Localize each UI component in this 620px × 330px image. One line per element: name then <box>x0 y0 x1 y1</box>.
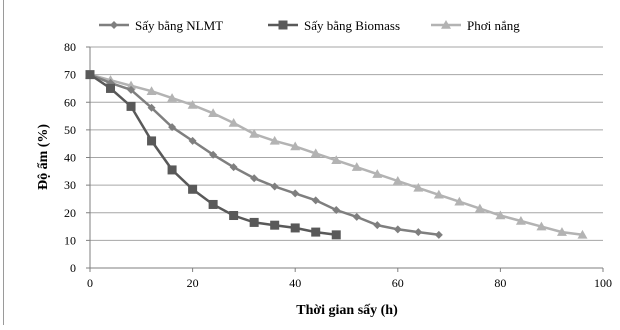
data-point <box>147 103 156 112</box>
legend-label: Sấy bằng Biomass <box>304 18 400 33</box>
legend-swatch-marker <box>441 20 451 29</box>
x-tick-label: 20 <box>187 276 199 290</box>
data-point <box>331 155 342 165</box>
data-point <box>413 182 424 192</box>
data-point <box>249 217 259 227</box>
data-point <box>577 229 588 239</box>
data-point <box>208 199 218 209</box>
data-point <box>228 117 239 127</box>
y-tick-label: 40 <box>64 151 76 165</box>
x-tick-label: 0 <box>87 276 93 290</box>
data-point <box>414 228 423 237</box>
data-point <box>106 83 116 93</box>
data-point <box>536 221 547 231</box>
data-point <box>270 220 280 230</box>
legend-swatch-marker <box>110 21 118 29</box>
y-tick-label: 50 <box>64 123 76 137</box>
data-point <box>351 162 362 171</box>
data-point <box>332 205 341 214</box>
data-point <box>187 100 198 109</box>
data-point <box>85 70 95 80</box>
y-tick-label: 30 <box>64 178 76 192</box>
series-group <box>85 70 341 240</box>
data-point <box>126 101 136 111</box>
legend-swatch-marker <box>278 20 288 30</box>
legend: Sấy bằng NLMT Sấy bằng Biomass Phơi nắng <box>99 18 520 33</box>
data-point <box>290 223 300 233</box>
x-tick-label: 100 <box>594 276 612 290</box>
data-point <box>434 230 443 239</box>
data-point <box>167 93 178 102</box>
axes: 0 10 20 30 40 50 60 70 80 0 20 40 60 80 100 <box>64 40 612 290</box>
legend-item: Sấy bằng NLMT <box>99 18 223 33</box>
data-point <box>146 86 157 95</box>
data-point <box>392 175 403 185</box>
data-point <box>208 108 219 118</box>
data-point <box>269 135 280 145</box>
series-layer <box>85 69 588 240</box>
data-point <box>290 141 301 151</box>
data-point <box>126 80 137 90</box>
x-tick-label: 40 <box>289 276 301 290</box>
x-axis-title: Thời gian sấy (h) <box>296 303 398 318</box>
data-point <box>393 225 402 234</box>
data-point <box>249 129 260 138</box>
data-point <box>209 150 218 159</box>
data-point <box>270 182 279 191</box>
data-point <box>229 211 239 221</box>
data-point <box>474 203 485 213</box>
data-point <box>495 210 506 220</box>
y-tick-label: 60 <box>64 95 76 109</box>
legend-item: Phơi nắng <box>431 18 520 33</box>
data-point <box>454 196 465 206</box>
legend-item: Sấy bằng Biomass <box>268 18 400 33</box>
series-line <box>89 73 439 237</box>
data-point <box>310 148 321 158</box>
data-point <box>373 221 382 230</box>
data-point <box>331 230 341 240</box>
x-tick-label: 60 <box>392 276 404 290</box>
data-point <box>250 174 259 183</box>
data-point <box>433 189 444 199</box>
y-axis-title: Độ ẩm (%) <box>36 124 51 190</box>
data-point <box>127 85 136 94</box>
y-tick-label: 10 <box>64 233 76 247</box>
data-point <box>291 189 300 198</box>
data-point <box>188 136 197 145</box>
data-point <box>168 123 177 132</box>
data-point <box>188 184 198 194</box>
data-point <box>147 136 157 146</box>
data-point <box>556 227 567 236</box>
data-point <box>352 212 361 221</box>
x-tick-label: 80 <box>494 276 506 290</box>
y-tick-label: 80 <box>64 40 76 54</box>
legend-label: Sấy bằng NLMT <box>135 18 223 33</box>
y-tick-label: 0 <box>70 261 76 275</box>
data-point <box>229 163 238 172</box>
data-point <box>372 169 383 178</box>
legend-label: Phơi nắng <box>467 18 520 33</box>
data-point <box>311 227 321 237</box>
y-tick-label: 70 <box>64 68 76 82</box>
data-point <box>515 216 526 225</box>
y-tick-label: 20 <box>64 206 76 220</box>
data-point <box>311 196 320 205</box>
data-point <box>167 165 177 175</box>
